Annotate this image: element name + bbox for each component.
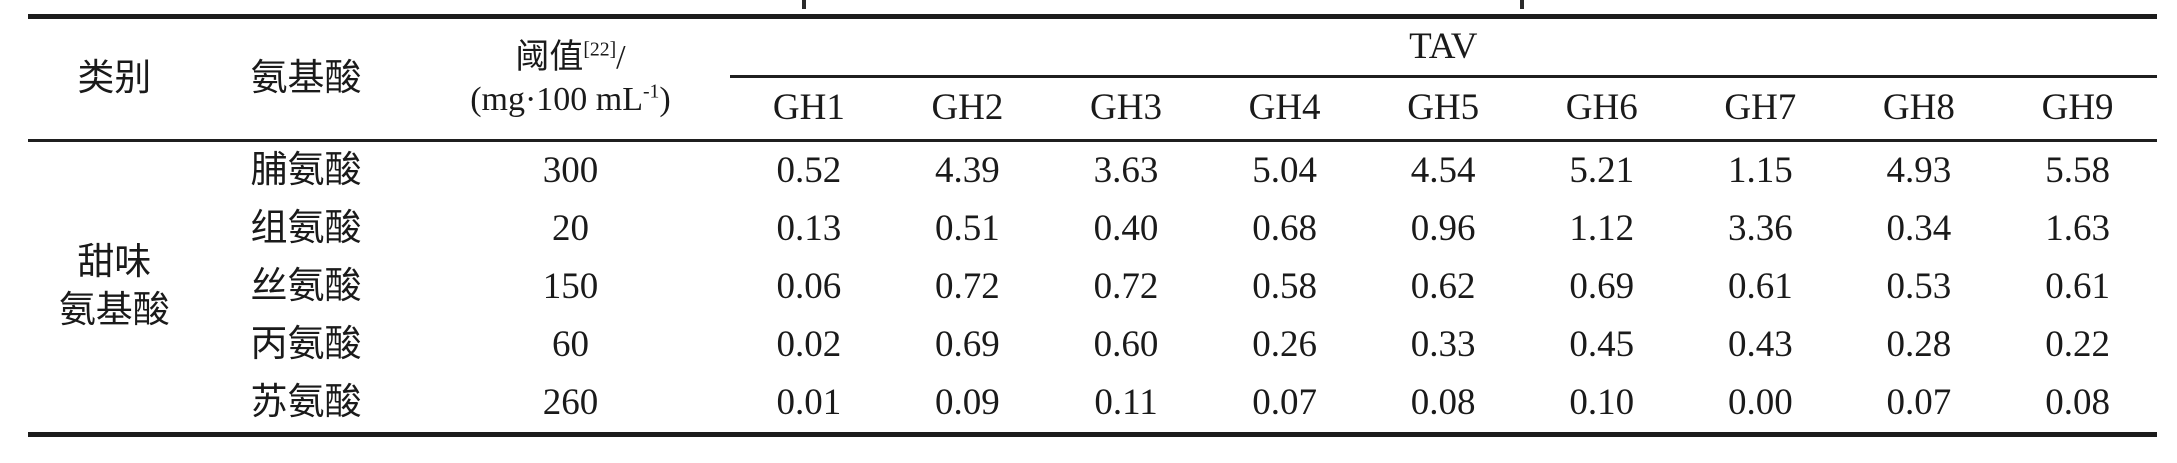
- tav-value-cell: 5.04: [1252, 149, 1317, 191]
- tav-value-cell: 4.39: [935, 149, 1000, 191]
- col-header-gh8: GH8: [1839, 76, 1999, 142]
- threshold-value-cell: 150: [542, 265, 599, 307]
- cropped-caption-remnant-left: [802, 0, 806, 9]
- category-group-cell: 甜味 氨基酸: [28, 141, 201, 435]
- col-header-category: 类别: [28, 16, 201, 142]
- table-row: 苏氨酸 260 0.01 0.09 0.11 0.07 0.08 0.10 0.…: [28, 374, 2157, 435]
- tav-value-cell: 0.10: [1569, 381, 1635, 423]
- tav-value-cell: 0.11: [1094, 381, 1158, 423]
- table-row: 丝氨酸 150 0.06 0.72 0.72 0.58 0.62 0.69 0.…: [28, 258, 2157, 316]
- col-header-gh6: GH6: [1522, 76, 1682, 142]
- cropped-caption-remnant-right: [1520, 0, 1524, 9]
- col-header-tav-group: TAV: [729, 16, 2157, 78]
- tav-value-cell: 0.08: [1410, 381, 1476, 423]
- threshold-header-line2: (mg·100 mL-1): [411, 79, 729, 122]
- threshold-value-cell: 300: [542, 149, 599, 191]
- tav-value-cell: 0.26: [1252, 323, 1317, 365]
- tav-value-cell: 0.13: [776, 207, 842, 249]
- tav-value-cell: 0.22: [2045, 323, 2110, 365]
- tav-value-cell: 0.51: [935, 207, 1000, 249]
- tav-value-cell: 0.00: [1727, 381, 1793, 423]
- col-header-gh3: GH3: [1046, 76, 1206, 142]
- tav-value-cell: 0.68: [1252, 207, 1317, 249]
- table-row: 组氨酸 20 0.13 0.51 0.40 0.68 0.96 1.12 3.3…: [28, 200, 2157, 258]
- tav-value-cell: 0.52: [776, 149, 842, 191]
- tav-value-cell: 0.58: [1252, 265, 1317, 307]
- amino-acid-tav-table: 类别 氨基酸 阈值[22]/ (mg·100 mL-1) TAV GH1 GH2…: [28, 14, 2157, 437]
- tav-value-cell: 0.61: [1727, 265, 1793, 307]
- col-header-gh5: GH5: [1363, 76, 1523, 142]
- tav-value-cell: 0.62: [1410, 265, 1476, 307]
- tav-value-cell: 1.15: [1727, 149, 1793, 191]
- tav-value-cell: 4.54: [1410, 149, 1476, 191]
- amino-acid-name-cell: 丙氨酸: [250, 323, 362, 365]
- tav-value-cell: 5.21: [1569, 149, 1635, 191]
- tav-value-cell: 0.34: [1886, 207, 1952, 249]
- threshold-ref-superscript: [22]: [583, 38, 617, 61]
- col-header-amino-acid: 氨基酸: [200, 16, 412, 142]
- threshold-value-cell: 260: [542, 381, 599, 423]
- col-header-threshold: 阈值[22]/ (mg·100 mL-1): [411, 16, 730, 142]
- category-line1: 甜味: [77, 241, 152, 283]
- tav-value-cell: 0.33: [1410, 323, 1476, 365]
- tav-value-cell: 0.09: [935, 381, 1000, 423]
- tav-value-cell: 0.43: [1727, 323, 1793, 365]
- tav-value-cell: 3.36: [1727, 207, 1793, 249]
- tav-value-cell: 0.40: [1093, 207, 1159, 249]
- threshold-unit-superscript: -1: [643, 80, 660, 103]
- col-header-gh9: GH9: [1998, 76, 2157, 142]
- tav-value-cell: 0.72: [935, 265, 1000, 307]
- threshold-value-cell: 20: [551, 207, 589, 249]
- table-row: 丙氨酸 60 0.02 0.69 0.60 0.26 0.33 0.45 0.4…: [28, 316, 2157, 374]
- table-container: 类别 氨基酸 阈值[22]/ (mg·100 mL-1) TAV GH1 GH2…: [28, 14, 2157, 437]
- tav-value-cell: 0.07: [1252, 381, 1317, 423]
- tav-value-cell: 0.61: [2045, 265, 2110, 307]
- tav-value-cell: 1.63: [2045, 207, 2110, 249]
- table-body: 甜味 氨基酸 脯氨酸 300 0.52 4.39 3.63 5.04 4.54 …: [28, 141, 2157, 435]
- tav-value-cell: 0.53: [1886, 265, 1952, 307]
- tav-value-cell: 0.28: [1886, 323, 1952, 365]
- col-header-gh7: GH7: [1681, 76, 1840, 142]
- tav-value-cell: 0.96: [1410, 207, 1476, 249]
- threshold-unit-prefix: (mg·100 mL: [470, 81, 643, 118]
- header-row-gh: GH1 GH2 GH3 GH4 GH5 GH6 GH7 GH8 GH9: [28, 76, 2157, 142]
- tav-value-cell: 3.63: [1093, 149, 1159, 191]
- threshold-slash: /: [616, 38, 626, 76]
- tav-value-cell: 0.01: [776, 381, 842, 423]
- tav-value-cell: 1.12: [1569, 207, 1635, 249]
- tav-value-cell: 0.02: [776, 323, 842, 365]
- col-header-gh2: GH2: [888, 76, 1047, 142]
- threshold-value-cell: 60: [551, 323, 589, 365]
- table-header: 类别 氨基酸 阈值[22]/ (mg·100 mL-1) TAV GH1 GH2…: [28, 16, 2157, 142]
- amino-acid-name-cell: 苏氨酸: [250, 381, 362, 423]
- tav-value-cell: 0.69: [1569, 265, 1635, 307]
- category-line2: 氨基酸: [58, 290, 170, 331]
- threshold-label: 阈值: [515, 38, 584, 76]
- table-row: 甜味 氨基酸 脯氨酸 300 0.52 4.39 3.63 5.04 4.54 …: [28, 141, 2157, 331]
- tav-value-cell: 0.60: [1093, 323, 1159, 365]
- header-row-top: 类别 氨基酸 阈值[22]/ (mg·100 mL-1) TAV: [28, 16, 2157, 142]
- tav-value-cell: 0.07: [1886, 381, 1952, 423]
- tav-value-cell: 5.58: [2045, 149, 2110, 191]
- tav-value-cell: 0.08: [2045, 381, 2110, 423]
- tav-value-cell: 0.45: [1569, 323, 1635, 365]
- amino-acid-name-cell: 组氨酸: [250, 207, 362, 249]
- col-header-gh4: GH4: [1205, 76, 1364, 142]
- tav-value-cell: 0.72: [1093, 265, 1159, 307]
- tav-value-cell: 0.06: [776, 265, 842, 307]
- col-header-gh1: GH1: [729, 76, 889, 142]
- amino-acid-name-cell: 脯氨酸: [250, 149, 362, 191]
- threshold-unit-suffix: ): [659, 81, 671, 118]
- tav-value-cell: 0.69: [935, 323, 1000, 365]
- tav-value-cell: 4.93: [1886, 149, 1952, 191]
- amino-acid-name-cell: 丝氨酸: [250, 265, 362, 307]
- threshold-header-line1: 阈值[22]/: [411, 37, 729, 80]
